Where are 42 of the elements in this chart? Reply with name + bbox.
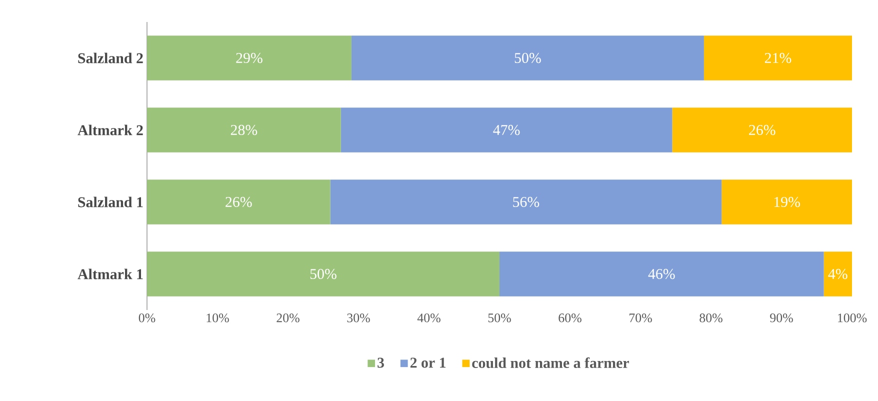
data-label: 26%	[226, 196, 252, 208]
x-tick-label: 30%	[347, 314, 370, 322]
y-tick-label: Salzland 1	[78, 196, 143, 208]
data-label: 29%	[236, 52, 262, 64]
x-tick-label: 90%	[770, 314, 793, 322]
bar	[672, 108, 852, 152]
x-tick-label: 70%	[629, 314, 652, 322]
x-tick-label: 10%	[206, 314, 229, 322]
bar	[147, 180, 330, 224]
y-tick-label: Salzland 2	[78, 52, 143, 64]
data-label: 26%	[749, 124, 776, 136]
bar	[824, 252, 852, 296]
legend-label: could not name a farmer	[472, 357, 630, 368]
x-tick-label: 40%	[417, 314, 440, 322]
bar	[330, 180, 722, 224]
data-label: 46%	[648, 268, 675, 280]
data-label: 4%	[828, 268, 848, 280]
legend-label: 3	[378, 358, 384, 368]
data-label: 21%	[764, 52, 792, 64]
data-label: 50%	[514, 52, 541, 64]
data-label: 50%	[310, 268, 336, 280]
bar	[351, 36, 704, 80]
legend-label: 2 or 1	[410, 358, 446, 368]
bar	[147, 108, 341, 152]
x-tick-label: 50%	[488, 314, 511, 322]
bar	[500, 252, 824, 296]
bar	[340, 108, 672, 152]
bar	[704, 36, 852, 80]
x-tick-label: 100%	[838, 314, 867, 322]
x-tick-label: 20%	[276, 314, 300, 322]
data-label: 19%	[774, 196, 800, 208]
data-label: 28%	[230, 124, 258, 136]
bar	[722, 180, 852, 224]
bar	[147, 252, 500, 296]
bar	[147, 36, 352, 80]
x-tick-label: 80%	[700, 314, 722, 322]
data-label: 56%	[513, 196, 540, 208]
x-tick-label: 60%	[558, 314, 582, 322]
data-label: 47%	[493, 124, 520, 136]
y-tick-label: Altmark 1	[78, 268, 143, 280]
x-tick-label: 0%	[138, 314, 156, 322]
y-tick-label: Altmark 2	[78, 124, 143, 136]
